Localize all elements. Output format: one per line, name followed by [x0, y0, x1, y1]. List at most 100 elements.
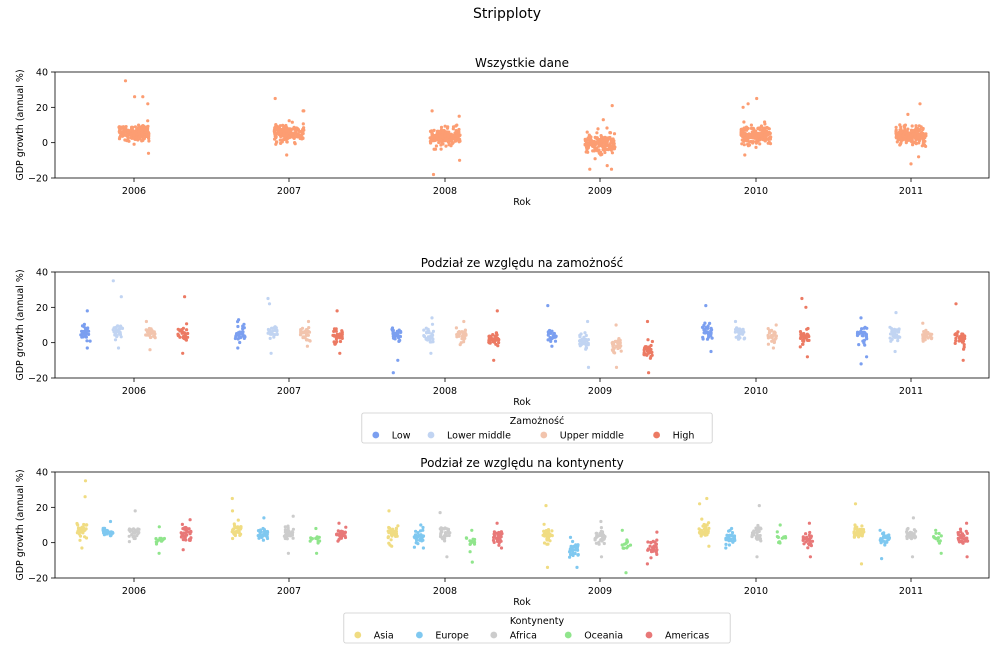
data-point [397, 330, 401, 334]
data-point [724, 546, 728, 550]
data-point [895, 134, 899, 139]
data-point [905, 133, 909, 137]
data-point [129, 132, 133, 136]
series-europe [101, 516, 892, 570]
data-point [599, 134, 603, 138]
data-point [895, 140, 899, 144]
data-point [728, 533, 732, 537]
data-point [742, 143, 746, 147]
data-point [902, 124, 906, 128]
x-tick-label: 2008 [433, 386, 457, 397]
data-point [775, 530, 779, 534]
data-point [856, 330, 860, 334]
data-point [745, 133, 749, 138]
data-point [260, 535, 264, 539]
data-point [575, 545, 580, 550]
data-point [439, 125, 444, 129]
data-point [112, 326, 116, 330]
data-point [766, 336, 771, 340]
y-tick-label: 40 [36, 268, 48, 279]
x-tick-label: 2010 [744, 586, 768, 597]
data-point [897, 134, 901, 138]
legend-marker [372, 431, 380, 439]
data-point [756, 127, 760, 131]
data-point [389, 538, 393, 542]
data-point [702, 530, 706, 535]
data-point [393, 337, 397, 341]
data-point [709, 331, 713, 335]
data-point [770, 334, 775, 338]
data-point [344, 525, 348, 529]
data-point [804, 334, 808, 338]
data-point [895, 333, 899, 337]
data-point [804, 532, 808, 536]
data-point [497, 338, 501, 342]
data-point [955, 334, 959, 338]
data-point [305, 332, 309, 336]
data-point [586, 145, 590, 149]
legend-box [343, 612, 731, 644]
data-point [961, 358, 965, 362]
data-point [289, 129, 293, 133]
data-point [438, 510, 442, 515]
data-point [157, 525, 161, 529]
y-tick-label: −20 [28, 174, 48, 185]
data-point [959, 530, 963, 534]
data-point [763, 122, 767, 126]
data-point [419, 535, 423, 540]
data-point [108, 532, 112, 537]
data-point [648, 356, 653, 360]
data-point [810, 539, 815, 543]
data-point [273, 134, 277, 138]
data-point [772, 340, 777, 344]
data-point [736, 334, 740, 338]
data-point [602, 541, 606, 546]
data-point [120, 130, 124, 134]
data-point [456, 334, 460, 338]
data-point [458, 343, 462, 347]
data-point [961, 334, 965, 338]
data-point [264, 534, 268, 538]
data-point [892, 327, 897, 331]
data-point [442, 536, 446, 540]
data-point [269, 351, 273, 355]
data-point [337, 533, 342, 537]
data-point [133, 125, 137, 129]
data-point [962, 347, 966, 351]
data-point [180, 533, 184, 537]
data-point [430, 322, 435, 326]
data-point [281, 129, 285, 133]
data-point [462, 340, 466, 344]
data-point [285, 153, 289, 157]
data-point [85, 309, 89, 313]
subplot-3: Podział ze względu na kontynenty −20 0 20 40… [15, 456, 990, 644]
data-point [301, 136, 305, 140]
data-point [699, 530, 704, 534]
data-point [438, 527, 442, 531]
data-point [468, 550, 472, 554]
data-point [497, 341, 501, 345]
data-point [81, 531, 85, 535]
data-point [962, 534, 966, 538]
data-point [233, 525, 237, 529]
data-point [772, 331, 776, 335]
data-point [290, 532, 294, 536]
data-point [611, 143, 615, 147]
data-point [798, 330, 803, 334]
data-point [576, 543, 580, 547]
data-point [647, 371, 651, 375]
data-point [302, 126, 306, 130]
data-point [769, 135, 773, 139]
data-point [116, 346, 121, 350]
data-point [335, 332, 339, 336]
series-americas [179, 518, 970, 566]
subplot-title: Podział ze względu na zamożność [421, 256, 624, 270]
data-point [625, 546, 629, 550]
data-point [338, 339, 343, 344]
data-point [137, 125, 141, 130]
data-point [144, 319, 148, 324]
data-point [439, 143, 443, 147]
data-point [292, 125, 296, 129]
data-point [464, 536, 468, 540]
data-point [932, 535, 936, 539]
